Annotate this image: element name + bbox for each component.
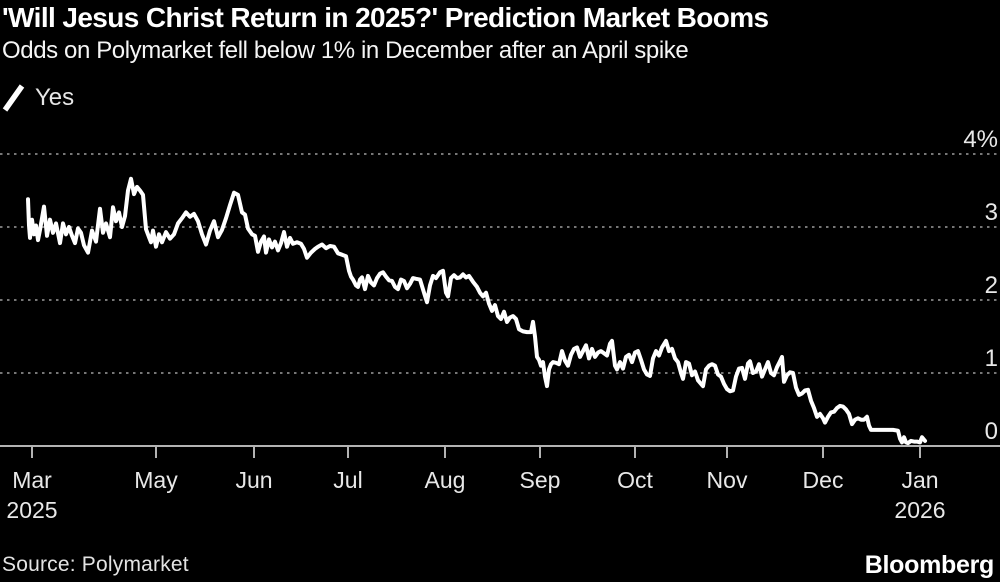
legend: Yes	[2, 84, 74, 112]
y-axis-label: 4%	[963, 126, 998, 153]
x-axis-label: Sep	[520, 467, 561, 493]
x-axis-label: Nov	[707, 467, 748, 493]
legend-label-yes: Yes	[35, 84, 75, 111]
x-axis-label: Aug	[425, 467, 466, 493]
chart-subtitle: Odds on Polymarket fell below 1% in Dece…	[2, 37, 689, 64]
chart-title: 'Will Jesus Christ Return in 2025?' Pred…	[2, 2, 769, 33]
y-axis-label: 1	[985, 345, 998, 372]
x-axis-label: Dec	[803, 467, 844, 493]
x-axis-label: Jan	[901, 467, 938, 493]
line-swatch-icon	[2, 84, 25, 112]
x-axis-year-label: 2025	[6, 497, 57, 523]
y-axis-label: 2	[985, 272, 998, 299]
y-axis-label: 0	[985, 418, 998, 445]
series-line-yes	[26, 176, 927, 446]
x-axis-label: May	[134, 467, 178, 493]
x-axis-label: Mar	[12, 467, 52, 493]
y-axis-label: 3	[985, 199, 998, 226]
x-axis-label: Oct	[617, 467, 653, 493]
bloomberg-logo: Bloomberg	[864, 551, 995, 579]
x-axis-label: Jul	[333, 467, 362, 493]
x-axis-label: Jun	[235, 467, 272, 493]
source-label: Source: Polymarket	[2, 553, 189, 576]
x-axis-year-label: 2026	[894, 497, 945, 523]
